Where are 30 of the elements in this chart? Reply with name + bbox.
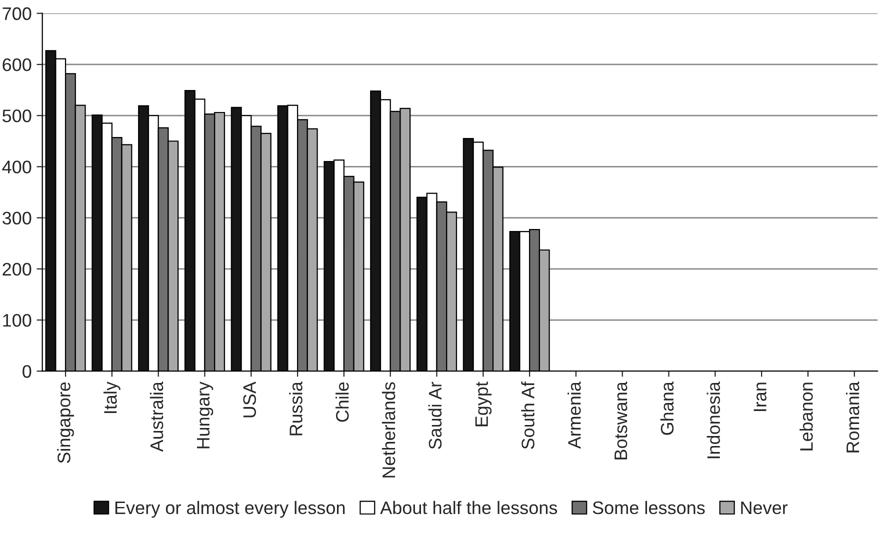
x-tick-label: Romania	[846, 382, 860, 452]
x-tick-label: Italy	[104, 382, 120, 413]
legend-label: Every or almost every lesson	[115, 500, 345, 518]
y-tick-label: 500	[2, 110, 32, 122]
y-tick-label: 600	[2, 58, 32, 72]
x-tick-label: Indonesia	[706, 382, 720, 458]
y-tick-label: 300	[2, 212, 32, 225]
x-tick-label: Singapore	[57, 382, 74, 464]
x-tick-label: Armenia	[568, 382, 581, 449]
y-tick-label: 100	[3, 314, 32, 327]
legend-label: Never	[741, 502, 788, 514]
y-tick-label: 700	[2, 7, 32, 20]
legend-label: Some lessons	[592, 500, 705, 514]
legend-label: About half the lessons	[380, 500, 558, 514]
x-tick-label: Egypt	[475, 382, 492, 426]
y-tick-label: 0	[22, 365, 32, 378]
x-tick-label: Hungary	[196, 382, 214, 448]
x-tick-label: Saudi Ar	[428, 382, 442, 449]
x-tick-label: Russia	[289, 382, 302, 436]
x-tick-label: Chile	[336, 382, 349, 422]
x-tick-label: USA	[243, 382, 256, 418]
x-tick-label: Lebanon	[800, 382, 813, 450]
y-tick-label: 200	[2, 262, 32, 276]
x-tick-label: Netherlands	[382, 382, 396, 478]
x-tick-label: Botswana	[614, 382, 628, 460]
x-tick-label: Ghana	[660, 382, 674, 435]
x-tick-label: Australia	[150, 382, 164, 452]
y-tick-label: 400	[2, 160, 32, 174]
x-tick-label: Iran	[754, 382, 766, 411]
x-tick-label: South Af	[521, 382, 534, 449]
